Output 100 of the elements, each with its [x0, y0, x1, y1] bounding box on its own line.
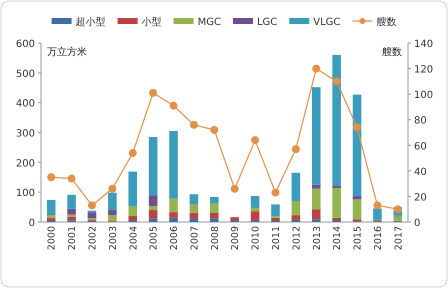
bar [312, 87, 321, 185]
x-tick-label: 2000 [46, 226, 58, 250]
bar [352, 196, 362, 200]
x-tick-label: 2016 [372, 226, 384, 250]
y-tick-label: 200 [16, 158, 35, 170]
bar [292, 215, 300, 220]
point [128, 148, 137, 157]
bar [210, 212, 219, 218]
bar [373, 208, 382, 220]
point [292, 145, 300, 154]
x-tick-label: 2007 [189, 226, 200, 250]
bar [271, 204, 280, 216]
bar [190, 218, 198, 222]
bar [46, 215, 56, 218]
bar [46, 200, 56, 214]
bar [148, 210, 158, 219]
y-tick-label: 300 [16, 128, 35, 140]
y-tick-label: 100 [16, 188, 35, 200]
bar [148, 136, 158, 196]
bar [148, 206, 158, 210]
y2-tick-label: 0 [414, 218, 420, 229]
bar [250, 211, 260, 221]
point [373, 201, 382, 210]
x-tick-label: 2012 [291, 226, 302, 250]
point [271, 188, 280, 197]
y-tick-label: 400 [16, 98, 35, 110]
x-tick-label: 2005 [148, 226, 160, 250]
bar [250, 196, 260, 208]
legend-label: 艘数 [376, 16, 396, 28]
bar [190, 204, 198, 213]
bar [169, 131, 178, 199]
bar [332, 188, 341, 218]
bar [250, 208, 260, 212]
x-tick-label: 2002 [87, 226, 98, 250]
point [394, 205, 402, 214]
point [47, 173, 56, 182]
bar [394, 216, 402, 221]
y-tick-label: 600 [16, 39, 35, 50]
bar [67, 208, 76, 215]
x-tick-label: 2009 [230, 226, 242, 250]
bar [128, 206, 138, 216]
bar [190, 194, 198, 204]
x-tick-label: 2014 [332, 226, 344, 250]
bar [271, 218, 280, 221]
y2-tick-label: 80 [414, 116, 427, 127]
point [68, 174, 76, 183]
bar [312, 209, 321, 220]
bar [210, 196, 219, 204]
bar [169, 212, 178, 218]
x-tick-label: 2003 [108, 226, 119, 250]
bar [67, 194, 76, 209]
y-tick-label: 0 [28, 218, 35, 229]
x-tick-label: 2008 [210, 226, 221, 250]
x-tick-label: 2011 [270, 226, 282, 250]
x-tick-label: 2017 [393, 226, 404, 250]
bar [148, 195, 158, 206]
bar [46, 218, 56, 221]
bar [292, 172, 300, 202]
bar [352, 199, 362, 220]
bar [210, 204, 219, 213]
point [210, 126, 218, 134]
x-tick-label: 2010 [250, 226, 262, 250]
legend-label: 超小型 [76, 16, 106, 28]
bar [332, 54, 341, 186]
point [230, 184, 239, 193]
point [312, 64, 320, 73]
y2-tick-label: 20 [414, 192, 427, 204]
point [353, 123, 362, 132]
point [190, 120, 198, 129]
point [88, 201, 96, 210]
bar [292, 201, 300, 216]
x-tick-label: 2015 [352, 226, 364, 250]
legend-label: VLGC [313, 17, 340, 28]
point [170, 102, 178, 110]
bar [312, 188, 321, 210]
bar [88, 212, 96, 218]
bar [108, 215, 117, 222]
legend-label: LGC [256, 17, 278, 28]
x-tick-label: 2004 [128, 226, 140, 250]
bar [210, 218, 219, 222]
point [332, 77, 341, 86]
legend-label: 小型 [142, 16, 162, 28]
bar [128, 172, 138, 206]
y-axis-title: 万立方米 [47, 46, 87, 58]
y-tick-label: 500 [16, 68, 35, 80]
bar [190, 212, 198, 218]
bar [230, 218, 239, 221]
point [149, 88, 158, 97]
x-tick-label: 2013 [312, 226, 323, 250]
x-tick-label: 2006 [169, 226, 180, 250]
bar [352, 94, 362, 196]
bar [169, 218, 178, 222]
y2-axis-title: 艘数 [382, 46, 402, 58]
y2-tick-label: 120 [414, 64, 434, 76]
y2-tick-label: 40 [414, 166, 427, 178]
y2-tick-label: 60 [414, 141, 427, 152]
bar [108, 210, 117, 216]
bar [312, 219, 321, 222]
bar [67, 216, 76, 220]
bar [148, 218, 158, 222]
